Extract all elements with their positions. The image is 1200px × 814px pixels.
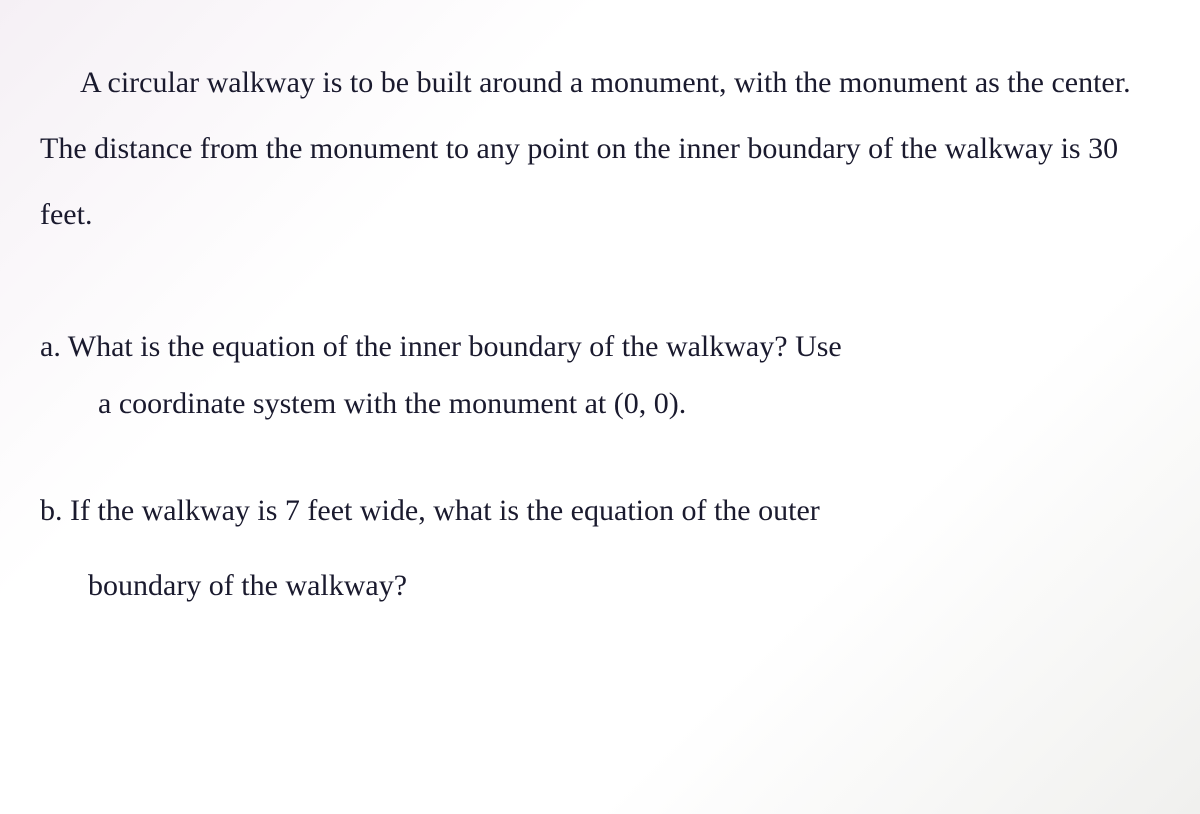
question-b-line2: boundary of the walkway?	[40, 557, 1160, 614]
document-content: A circular walkway is to be built around…	[40, 50, 1160, 614]
question-b-label: b.	[40, 494, 63, 527]
question-b-line1: If the walkway is 7 feet wide, what is t…	[70, 494, 820, 527]
question-a-label: a.	[40, 330, 61, 363]
intro-paragraph: A circular walkway is to be built around…	[40, 50, 1160, 248]
question-a-line1: What is the equation of the inner bounda…	[68, 330, 842, 363]
question-a: a. What is the equation of the inner bou…	[40, 318, 1160, 432]
question-a-line2: a coordinate system with the monument at…	[40, 375, 1160, 432]
question-b: b. If the walkway is 7 feet wide, what i…	[40, 482, 1160, 614]
